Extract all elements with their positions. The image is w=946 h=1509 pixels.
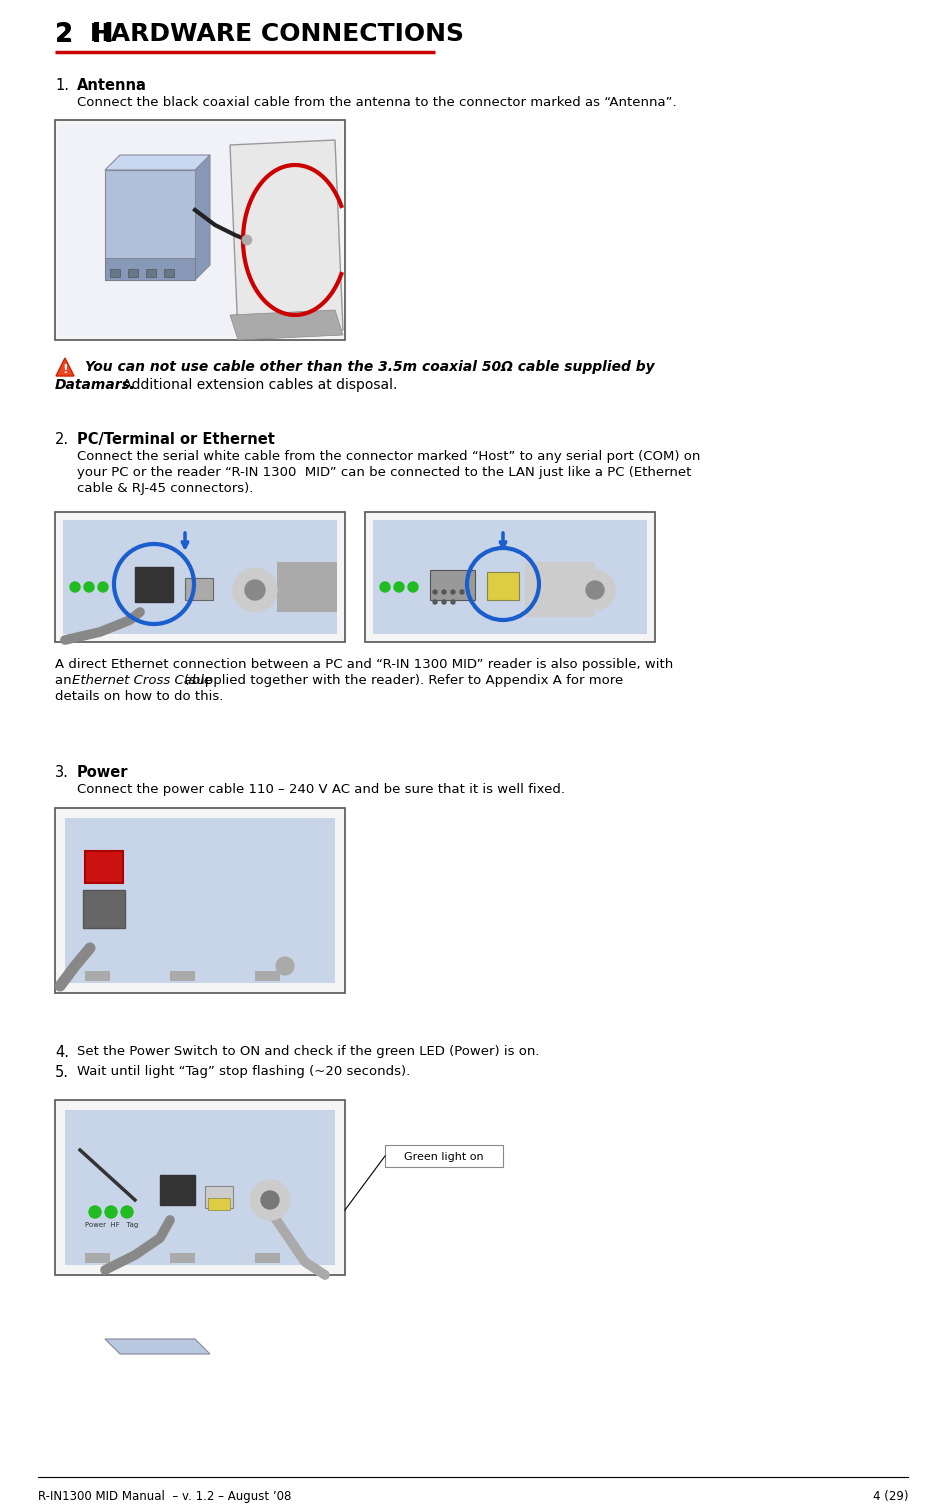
Text: 2  HARDWARE CONNECTIONS: 2 HARDWARE CONNECTIONS — [55, 23, 464, 45]
Polygon shape — [105, 155, 210, 171]
Text: details on how to do this.: details on how to do this. — [55, 690, 223, 703]
Circle shape — [121, 1206, 133, 1218]
Circle shape — [245, 579, 265, 601]
Circle shape — [442, 590, 446, 595]
Bar — [105, 258, 195, 281]
Bar — [487, 572, 519, 601]
Bar — [277, 561, 337, 613]
Polygon shape — [230, 140, 343, 335]
Bar — [65, 818, 335, 982]
Text: Wait until light “Tag” stop flashing (~20 seconds).: Wait until light “Tag” stop flashing (~2… — [77, 1065, 411, 1077]
Text: Ethernet Cross Cable: Ethernet Cross Cable — [72, 675, 212, 687]
Bar — [55, 1100, 345, 1275]
Circle shape — [70, 582, 80, 592]
Bar — [128, 269, 138, 278]
Text: an: an — [55, 675, 76, 687]
Polygon shape — [56, 358, 74, 376]
Circle shape — [380, 582, 390, 592]
Text: Power: Power — [77, 765, 129, 780]
Text: R-IN1300 MID Manual  – v. 1.2 – August ’08: R-IN1300 MID Manual – v. 1.2 – August ’0… — [38, 1489, 291, 1503]
Text: 2.: 2. — [55, 432, 69, 447]
Bar — [170, 1252, 195, 1263]
Bar — [55, 121, 345, 340]
Text: 4.: 4. — [55, 1046, 69, 1059]
Bar — [105, 171, 195, 281]
Bar — [55, 512, 345, 641]
Circle shape — [105, 1206, 117, 1218]
Text: Antenna: Antenna — [77, 78, 147, 94]
Bar — [430, 570, 475, 601]
Text: Connect the black coaxial cable from the antenna to the connector marked as “Ant: Connect the black coaxial cable from the… — [77, 97, 676, 109]
Bar — [385, 1145, 503, 1166]
Text: Connect the serial white cable from the connector marked “Host” to any serial po: Connect the serial white cable from the … — [77, 450, 700, 463]
Text: your PC or the reader “R-IN 1300  MID” can be connected to the LAN just like a P: your PC or the reader “R-IN 1300 MID” ca… — [77, 466, 692, 478]
Text: 3.: 3. — [55, 765, 69, 780]
Text: :: : — [135, 78, 140, 94]
Circle shape — [442, 601, 446, 604]
Text: Connect the power cable 110 – 240 V AC and be sure that it is well fixed.: Connect the power cable 110 – 240 V AC a… — [77, 783, 565, 797]
Circle shape — [433, 601, 437, 604]
Circle shape — [408, 582, 418, 592]
Text: 2  H: 2 H — [55, 23, 114, 48]
Bar — [55, 807, 345, 993]
Circle shape — [433, 590, 437, 595]
Bar — [85, 1252, 110, 1263]
Text: A direct Ethernet connection between a PC and “R-IN 1300 MID” reader is also pos: A direct Ethernet connection between a P… — [55, 658, 674, 672]
Circle shape — [451, 601, 455, 604]
Circle shape — [276, 957, 294, 975]
Bar — [170, 970, 195, 981]
Bar — [365, 512, 655, 641]
Text: Datamars.: Datamars. — [55, 377, 136, 392]
Circle shape — [89, 1206, 101, 1218]
Bar — [373, 521, 647, 634]
Text: 1.: 1. — [55, 78, 69, 94]
Circle shape — [586, 581, 604, 599]
Circle shape — [394, 582, 404, 592]
Text: Power  HF   Tag: Power HF Tag — [85, 1222, 138, 1228]
Text: Additional extension cables at disposal.: Additional extension cables at disposal. — [118, 377, 397, 392]
Text: 5.: 5. — [55, 1065, 69, 1080]
Bar — [63, 521, 337, 634]
Text: Set the Power Switch to ON and check if the green LED (Power) is on.: Set the Power Switch to ON and check if … — [77, 1046, 539, 1058]
Bar — [85, 970, 110, 981]
Text: cable & RJ-45 connectors).: cable & RJ-45 connectors). — [77, 481, 254, 495]
Bar — [164, 269, 174, 278]
Text: 4 (29): 4 (29) — [872, 1489, 908, 1503]
Circle shape — [575, 570, 615, 610]
Bar — [185, 578, 213, 601]
Text: You can not use cable other than the 3.5m coaxial 50Ω cable supplied by: You can not use cable other than the 3.5… — [85, 361, 655, 374]
Circle shape — [451, 590, 455, 595]
Bar — [135, 567, 173, 602]
Bar — [525, 561, 595, 617]
Bar — [160, 1176, 195, 1206]
Bar — [65, 1111, 335, 1265]
Circle shape — [250, 1180, 290, 1219]
Bar — [205, 1186, 233, 1209]
Bar — [255, 970, 280, 981]
Circle shape — [460, 590, 464, 595]
Text: !: ! — [62, 362, 68, 376]
Polygon shape — [195, 155, 210, 281]
Bar — [208, 1198, 230, 1210]
Circle shape — [261, 1191, 279, 1209]
Circle shape — [84, 582, 94, 592]
Bar — [110, 269, 120, 278]
Circle shape — [233, 567, 277, 613]
Bar — [59, 124, 341, 337]
Text: PC/Terminal or Ethernet: PC/Terminal or Ethernet — [77, 432, 275, 447]
Bar — [255, 1252, 280, 1263]
Polygon shape — [105, 1338, 210, 1354]
Polygon shape — [230, 309, 343, 340]
Text: Green light on: Green light on — [404, 1151, 483, 1162]
Bar — [83, 890, 125, 928]
Text: (supplied together with the reader). Refer to Appendix A for more: (supplied together with the reader). Ref… — [180, 675, 623, 687]
Bar — [85, 851, 123, 883]
Circle shape — [98, 582, 108, 592]
Bar — [146, 269, 156, 278]
Circle shape — [242, 235, 252, 244]
